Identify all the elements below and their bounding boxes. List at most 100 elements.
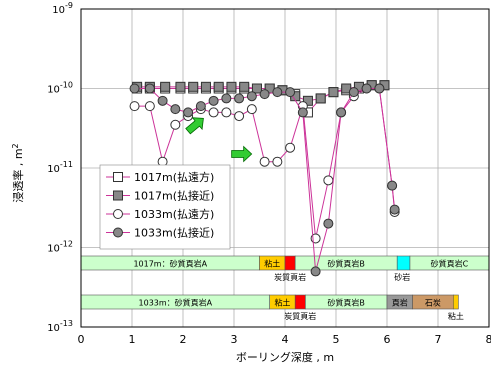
data-point (175, 81, 186, 92)
data-point (160, 81, 171, 92)
legend-marker (113, 172, 123, 182)
y-axis-label: 浸透率 , m2 (11, 143, 25, 202)
data-point (259, 89, 270, 100)
data-point (246, 104, 257, 115)
data-point (129, 101, 140, 112)
data-point (170, 119, 181, 130)
data-point (285, 87, 296, 98)
series-line (134, 88, 396, 239)
x-tick-label: 4 (282, 333, 289, 346)
data-point (387, 180, 398, 191)
data-point (221, 93, 232, 104)
data-point (234, 93, 245, 104)
data-point (302, 95, 313, 106)
data-point (157, 95, 168, 106)
y-tick-label: 10-12 (47, 240, 73, 255)
series-line (134, 88, 396, 272)
legend-marker (113, 190, 123, 201)
x-tick-label: 8 (486, 333, 491, 346)
data-point (336, 107, 347, 118)
x-tick-label: 6 (384, 333, 391, 346)
y-tick-base: 10 (47, 164, 60, 175)
annotation-arrows (185, 117, 253, 163)
stratum-segment (284, 255, 296, 271)
data-series (129, 80, 400, 277)
y-tick-label: 10-11 (47, 160, 73, 175)
x-tick-label: 2 (180, 333, 187, 346)
data-point (389, 204, 400, 215)
y-tick-exponent: -10 (60, 81, 73, 90)
data-point (251, 83, 262, 94)
stratum-segment (452, 294, 459, 310)
data-point (144, 83, 155, 94)
data-point (195, 101, 206, 112)
data-point (272, 156, 283, 167)
x-tick-label: 1 (129, 333, 136, 346)
stratum-label: 砂質頁岩C (431, 259, 469, 269)
x-tick-label: 0 (78, 333, 85, 346)
y-tick-exponent: -9 (65, 1, 73, 10)
arrow-mark (185, 117, 204, 135)
plot-frame (80, 8, 490, 328)
legend-label: 1033m(払遠方) (134, 207, 214, 221)
data-point (348, 87, 359, 98)
stratum-note: 砂岩 (394, 272, 410, 282)
stratum-label: 粘土 (274, 298, 290, 308)
y-tick-exponent: -13 (60, 319, 73, 328)
y-tick-label: 10-9 (52, 1, 73, 16)
y-tick-label: 10-13 (47, 319, 73, 334)
x-tick-label: 5 (333, 333, 340, 346)
y-axis-label-text: 浸透率 , m (11, 148, 25, 202)
arrow-shape (231, 145, 253, 163)
arrow-shape (185, 117, 204, 135)
y-tick-label: 10-10 (47, 81, 73, 96)
data-point (323, 218, 334, 229)
legend: 1017m(払遠方) 1017m(払接近) 1033m(払遠方) 1033m(払接近) (99, 164, 231, 250)
data-point (259, 156, 270, 167)
legend-marker (113, 227, 123, 238)
y-tick-base: 10 (52, 5, 65, 16)
stratum-note: 炭質頁岩 (274, 272, 306, 282)
data-point (208, 95, 219, 106)
stratum-label: 頁岩 (392, 298, 408, 308)
arrow-mark (231, 145, 253, 163)
data-point (226, 81, 237, 92)
data-point (183, 107, 194, 118)
data-point (272, 87, 283, 98)
legend-label: 1017m(払接近) (134, 189, 214, 203)
data-point (323, 175, 334, 186)
data-point (246, 91, 257, 102)
data-point (328, 87, 339, 98)
x-tick-label: 3 (231, 333, 238, 346)
stratum-label: 砂質頁岩B (327, 298, 365, 308)
stratum-segment (294, 294, 306, 310)
y-tick-base: 10 (47, 85, 60, 96)
x-tick-labels: 0 1 2 3 4 5 6 7 8 (78, 333, 491, 346)
y-tick-exponent: -11 (60, 160, 73, 169)
stratum-segment (396, 255, 411, 271)
stratum-label: 砂質頁岩B (327, 259, 365, 269)
stratum-label: 1033m：砂質頁岩A (139, 298, 213, 308)
data-point (188, 81, 199, 92)
y-tick-exponent: -12 (60, 240, 73, 249)
data-point (200, 81, 211, 92)
stratum-label: 粘土 (264, 259, 280, 269)
data-point (285, 142, 296, 153)
legend-marker (113, 209, 123, 219)
data-point (374, 83, 385, 94)
y-tick-base: 10 (47, 323, 60, 334)
stratum-label: 石炭 (425, 299, 441, 308)
x-tick-label: 7 (435, 333, 442, 346)
data-point (129, 83, 140, 94)
legend-label: 1033m(払接近) (134, 226, 214, 240)
stratum-label: 1017m：砂質頁岩A (133, 259, 207, 269)
x-axis-label: ボーリング深度 , m (236, 350, 334, 364)
legend-label: 1017m(払遠方) (134, 170, 214, 184)
data-point (144, 101, 155, 112)
stratum-note: 炭質頁岩 (284, 311, 316, 321)
y-tick-base: 10 (47, 244, 60, 255)
data-point (234, 111, 245, 122)
